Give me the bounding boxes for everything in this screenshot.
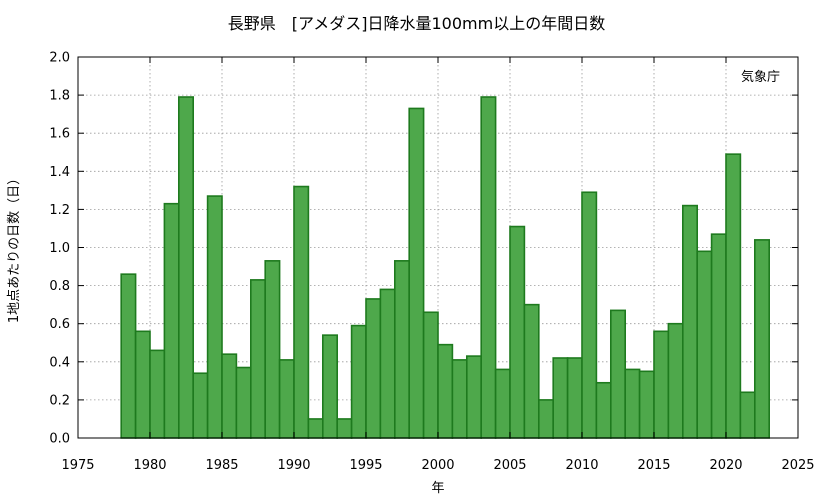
bar-2015 — [638, 370, 655, 439]
y-tick-label: 1.0 — [49, 241, 70, 256]
bar-2018 — [681, 204, 698, 439]
bar-2000 — [422, 311, 439, 439]
bar-2023 — [753, 239, 770, 439]
bar-1979 — [120, 273, 137, 439]
bar-2014 — [624, 368, 641, 439]
x-tick-label: 1975 — [61, 458, 94, 473]
bar-1980 — [134, 330, 151, 439]
y-tick-label: 0.6 — [49, 317, 70, 332]
bar-2010 — [566, 357, 583, 439]
bar-1994 — [336, 418, 353, 439]
bar-2021 — [725, 153, 742, 439]
x-tick-label: 2015 — [637, 458, 670, 473]
y-tick-label: 1.8 — [49, 89, 70, 104]
bar-2012 — [595, 381, 612, 439]
bar-1997 — [379, 288, 396, 439]
x-tick-label: 1990 — [277, 458, 310, 473]
bar-1995 — [350, 324, 367, 439]
bar-1991 — [293, 185, 310, 439]
y-tick-label: 1.6 — [49, 127, 70, 142]
bar-1998 — [393, 260, 410, 439]
bar-2016 — [653, 330, 670, 439]
x-axis-label: 年 — [431, 481, 444, 496]
x-tick-label: 1995 — [349, 458, 382, 473]
bar-2020 — [710, 233, 727, 439]
x-tick-label: 2025 — [781, 458, 814, 473]
y-tick-label: 0.8 — [49, 279, 70, 294]
y-tick-label: 1.4 — [49, 165, 70, 180]
bar-1987 — [235, 366, 252, 439]
x-tick-label: 1980 — [133, 458, 166, 473]
y-tick-label: 2.0 — [49, 51, 70, 66]
axis-ticks: 0.0 0.2 0.4 0.6 0.8 1.0 1.2 1.4 1.6 1.8 2.0 1975 198… — [49, 51, 814, 474]
y-tick-label: 1.2 — [49, 203, 70, 218]
chart-title: 長野県 [アメダス]日降水量100mm以上の年間日数 — [227, 14, 606, 33]
bar-2003 — [465, 355, 482, 439]
bar-1989 — [264, 260, 281, 439]
bar-2017 — [667, 322, 684, 439]
bar-2006 — [509, 225, 526, 439]
bar-2019 — [696, 250, 713, 439]
source-annotation: 気象庁 — [741, 69, 780, 85]
x-tick-label: 2005 — [493, 458, 526, 473]
x-tick-label: 2010 — [565, 458, 598, 473]
y-tick-label: 0.0 — [49, 432, 70, 447]
bar-1992 — [307, 418, 324, 439]
y-tick-label: 0.4 — [49, 355, 70, 370]
bar-1990 — [278, 359, 295, 439]
bar-2008 — [537, 399, 554, 439]
bar-1984 — [192, 372, 209, 439]
bar-1985 — [206, 195, 223, 439]
x-tick-label: 1985 — [205, 458, 238, 473]
bar-1983 — [178, 96, 195, 439]
bar-1993 — [321, 334, 338, 439]
bar-2022 — [739, 391, 756, 439]
bar-2001 — [437, 343, 454, 439]
bar-1999 — [408, 107, 425, 439]
bar-1982 — [163, 202, 180, 439]
bar-1988 — [250, 279, 267, 439]
bar-2009 — [552, 357, 569, 439]
y-axis-label: 1地点あたりの日数（日） — [7, 172, 22, 323]
bar-2007 — [523, 303, 540, 439]
bar-2004 — [480, 96, 497, 439]
bar-2013 — [609, 309, 626, 439]
bar-1981 — [149, 349, 166, 439]
bar-2002 — [451, 359, 468, 439]
bar-2011 — [581, 191, 598, 439]
bar-1986 — [221, 353, 238, 439]
bars — [120, 96, 770, 439]
bar-1996 — [365, 298, 382, 439]
x-tick-label: 2020 — [709, 458, 742, 473]
y-tick-label: 0.2 — [49, 393, 70, 408]
bar-2005 — [494, 368, 511, 439]
x-tick-label: 2000 — [421, 458, 454, 473]
